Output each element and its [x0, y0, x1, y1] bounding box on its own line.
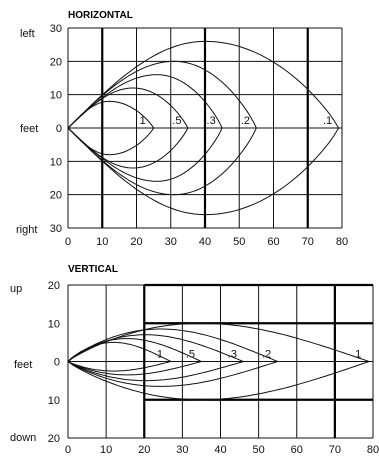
- horizontal-y-tick--30: 30: [50, 223, 62, 235]
- vertical-contour-label-1: .5: [186, 349, 195, 361]
- horizontal-contour-label-3: .2: [241, 115, 250, 127]
- horizontal-x-tick-20: 20: [130, 236, 142, 248]
- horizontal-contour-label-1: .5: [172, 115, 181, 127]
- horizontal-side-label-top: left: [20, 28, 35, 40]
- vertical-x-tick-80: 80: [367, 444, 379, 456]
- horizontal-contour-label-0: 1: [140, 115, 146, 127]
- horizontal-title: HORIZONTAL: [68, 10, 133, 21]
- horizontal-y-tick--10: 10: [50, 156, 62, 168]
- vertical-x-tick-0: 0: [65, 444, 71, 456]
- horizontal-x-tick-0: 0: [65, 236, 71, 248]
- vertical-contour-label-3: .2: [262, 349, 271, 361]
- horizontal-contour-1: [67, 87, 189, 169]
- vertical-contour-label-4: 1: [355, 349, 361, 361]
- horizontal-x-tick-50: 50: [233, 236, 245, 248]
- vertical-side-label-top: up: [10, 283, 22, 295]
- horizontal-contour-label-4: .1: [323, 115, 332, 127]
- vertical-side-label-middle: feet: [14, 359, 32, 371]
- horizontal-x-tick-70: 70: [302, 236, 314, 248]
- horizontal-contour-0: [67, 100, 155, 156]
- vertical-y-tick-20: 20: [48, 280, 60, 292]
- vertical-x-tick-60: 60: [291, 444, 303, 456]
- vertical-contour-label-0: 1: [157, 349, 163, 361]
- horizontal-contour-3: [67, 60, 257, 196]
- horizontal-x-tick-10: 10: [96, 236, 108, 248]
- vertical-contour-3: [67, 328, 280, 387]
- horizontal-y-tick-10: 10: [50, 90, 62, 102]
- vertical-contour-2: [67, 334, 245, 382]
- vertical-side-label-bottom: down: [10, 432, 36, 444]
- horizontal-x-tick-80: 80: [336, 236, 348, 248]
- horizontal-y-tick--20: 20: [50, 190, 62, 202]
- vertical-x-tick-70: 70: [329, 444, 341, 456]
- horizontal-contour-label-2: .3: [207, 115, 216, 127]
- vertical-x-tick-10: 10: [100, 444, 112, 456]
- horizontal-x-tick-30: 30: [165, 236, 177, 248]
- vertical-x-tick-30: 30: [176, 444, 188, 456]
- horizontal-side-label-middle: feet: [20, 123, 38, 135]
- horizontal-side-label-bottom: right: [16, 224, 37, 236]
- vertical-panel: VERTICAL up feet down 0 10 20 30 40 50 60 70 802…: [10, 264, 379, 456]
- vertical-title: VERTICAL: [68, 264, 118, 275]
- vertical-y-tick-0: 0: [54, 357, 60, 369]
- horizontal-y-tick-30: 30: [50, 23, 62, 35]
- horizontal-x-tick-40: 40: [199, 236, 211, 248]
- vertical-y-tick--20: 20: [48, 433, 60, 445]
- vertical-x-tick-40: 40: [214, 444, 226, 456]
- vertical-x-tick-20: 20: [138, 444, 150, 456]
- horizontal-panel: HORIZONTAL left feet right 0 10 20 30 40 50 60…: [16, 10, 348, 248]
- horizontal-y-tick-20: 20: [50, 56, 62, 68]
- vertical-y-tick-10: 10: [48, 318, 60, 330]
- vertical-contour-label-2: .3: [228, 349, 237, 361]
- horizontal-contour-4: [67, 40, 340, 216]
- vertical-x-tick-50: 50: [253, 444, 265, 456]
- vertical-contour-0: [67, 341, 173, 372]
- horizontal-x-tick-60: 60: [267, 236, 279, 248]
- horizontal-y-tick-0: 0: [56, 123, 62, 135]
- horizontal-contour-2: [67, 74, 223, 182]
- vertical-contour-4: [67, 322, 371, 401]
- vertical-y-tick--10: 10: [48, 395, 60, 407]
